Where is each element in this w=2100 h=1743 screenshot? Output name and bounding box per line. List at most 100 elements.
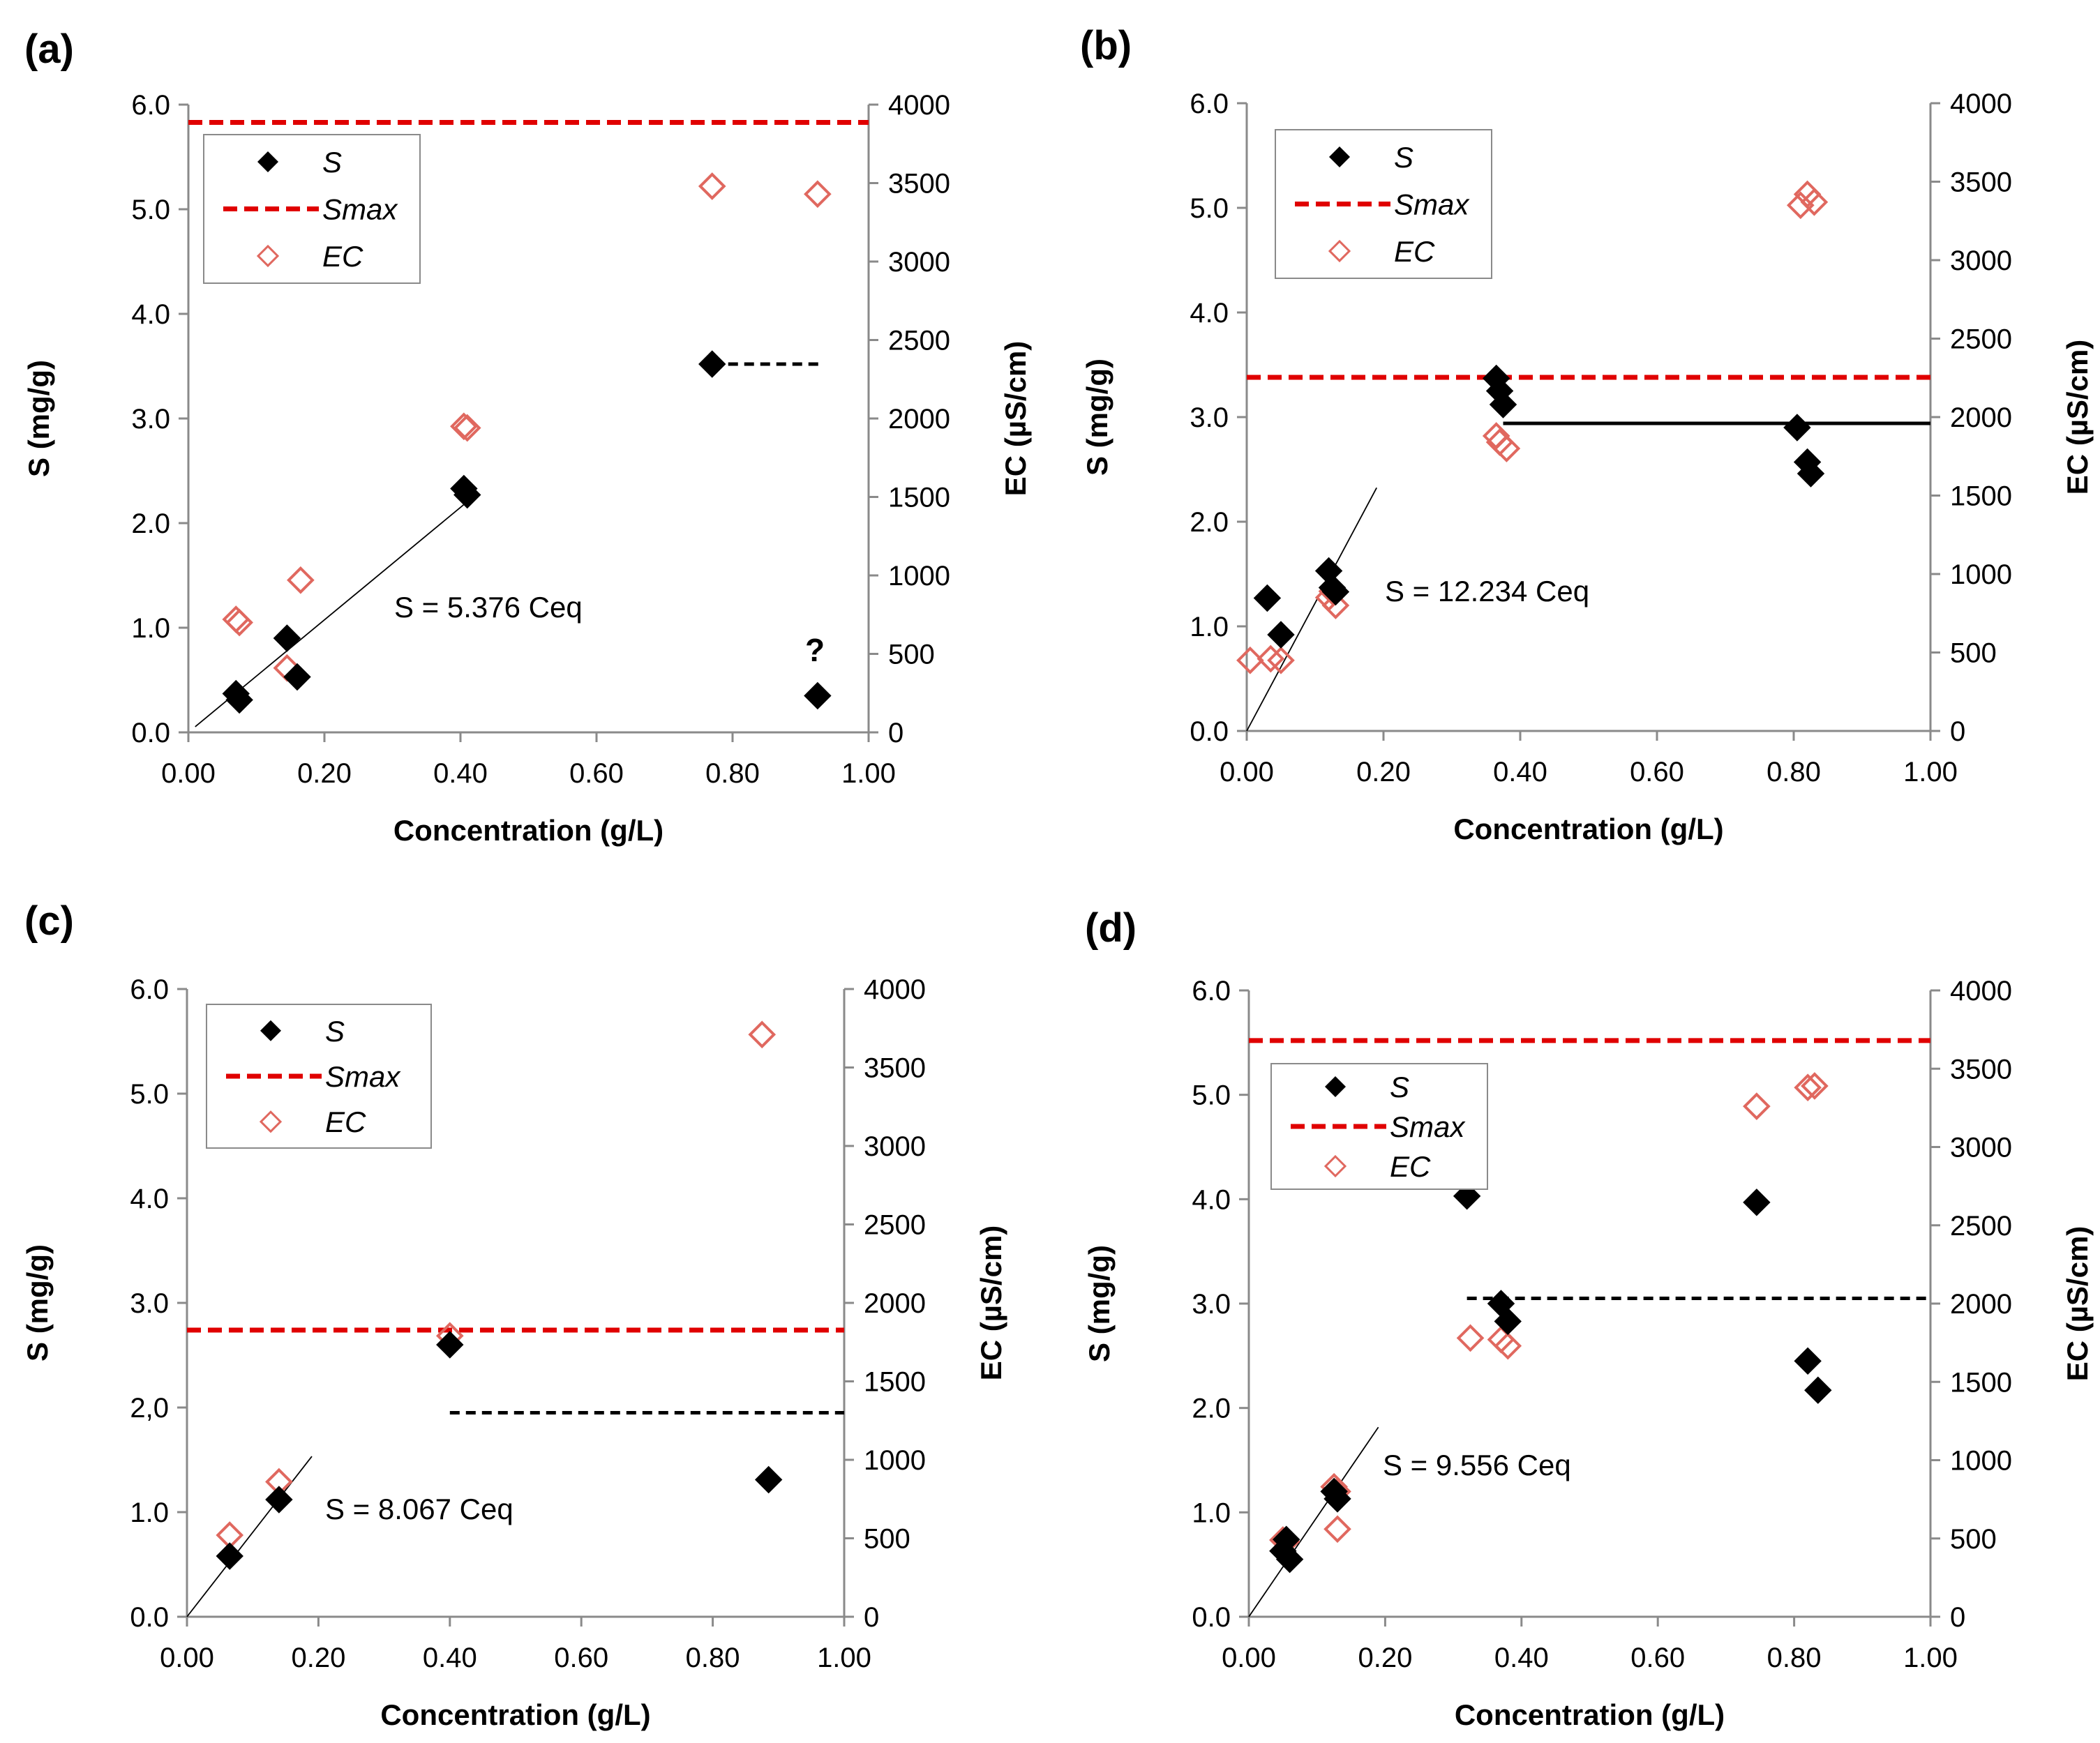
y-axis-title: S (mg/g) bbox=[1083, 1245, 1116, 1362]
x-axis-title: Concentration (g/L) bbox=[393, 814, 663, 847]
y2-tick-label: 1000 bbox=[888, 561, 950, 591]
s-point bbox=[453, 481, 481, 509]
x-tick-label: 0.00 bbox=[1222, 1643, 1276, 1673]
panel-label: (a) bbox=[24, 27, 74, 72]
y2-tick-label: 500 bbox=[864, 1524, 910, 1555]
y-tick-label: 0.0 bbox=[130, 1602, 169, 1633]
legend-smax-label: Smax bbox=[1394, 188, 1470, 221]
panel-d: (d) 0.00 0.20 0.40 0.60 0.80 1.00 0.0 1.0 2.0 3.0 4… bbox=[1083, 905, 2094, 1731]
x-tick-label: 0.40 bbox=[1494, 1643, 1549, 1673]
fit-equation-label: S = 9.556 Ceq bbox=[1383, 1449, 1571, 1481]
x-tick-label: 0.20 bbox=[291, 1643, 345, 1673]
y2-tick-label: 3500 bbox=[888, 169, 950, 199]
y-tick-label: 5.0 bbox=[1192, 1080, 1231, 1111]
s-point bbox=[1253, 584, 1282, 612]
y2-tick-label: 1500 bbox=[888, 483, 950, 513]
panel-label: (c) bbox=[24, 898, 74, 944]
x-tick-label: 0.80 bbox=[1767, 757, 1821, 787]
y2-tick-label: 2500 bbox=[888, 326, 950, 356]
y2-tick-label: 4000 bbox=[888, 90, 950, 121]
y-tick-label: 3.0 bbox=[130, 1288, 169, 1319]
y-tick-label: 1.0 bbox=[131, 613, 170, 644]
legend-ec-marker bbox=[1323, 1154, 1347, 1178]
s-point bbox=[1323, 1485, 1351, 1513]
y-tick-label: 3.0 bbox=[131, 404, 170, 435]
ec-point bbox=[698, 172, 726, 200]
x-tick-label: 0.60 bbox=[1630, 1643, 1685, 1673]
y2-tick-label: 3500 bbox=[1950, 1054, 2012, 1085]
s-point bbox=[1794, 1347, 1822, 1375]
ec-point bbox=[1794, 1073, 1822, 1102]
ec-point bbox=[1323, 1515, 1351, 1544]
y2-tick-label: 1500 bbox=[1950, 481, 2012, 512]
y-tick-label: 5.0 bbox=[130, 1079, 169, 1110]
ec-point bbox=[1494, 1331, 1522, 1360]
ec-point bbox=[804, 180, 832, 209]
y-tick-label: 5.0 bbox=[1190, 193, 1229, 224]
x-tick-label: 0.20 bbox=[1356, 757, 1411, 787]
x-axis-title: Concentration (g/L) bbox=[1455, 1698, 1725, 1731]
ec-point bbox=[1456, 1324, 1485, 1352]
fit-line bbox=[1248, 1426, 1379, 1617]
x-tick-label: 0.20 bbox=[297, 758, 352, 789]
legend-s-label: S bbox=[1390, 1071, 1409, 1103]
y-tick-label: 1.0 bbox=[130, 1497, 169, 1528]
y2-tick-label: 1000 bbox=[1950, 1446, 2012, 1477]
y2-tick-label: 2000 bbox=[1950, 402, 2012, 433]
legend-ec-marker bbox=[256, 244, 280, 268]
ec-point bbox=[1800, 188, 1829, 216]
y-tick-label: 6.0 bbox=[1190, 89, 1229, 119]
y-tick-label: 4.0 bbox=[131, 299, 170, 330]
y-tick-label: 2,0 bbox=[130, 1393, 169, 1424]
y2-tick-label: 2500 bbox=[1950, 324, 2012, 355]
annotation-question-mark: ? bbox=[805, 632, 825, 668]
x-axis-title: Concentration (g/L) bbox=[1453, 813, 1723, 845]
s-point bbox=[1267, 621, 1295, 649]
y-tick-label: 2.0 bbox=[1192, 1394, 1231, 1424]
y2-tick-label: 3000 bbox=[1950, 246, 2012, 276]
fit-line bbox=[1246, 487, 1377, 732]
legend-ec-marker bbox=[1328, 239, 1351, 263]
s-point bbox=[1321, 578, 1350, 606]
ec-point bbox=[1786, 191, 1815, 220]
y-tick-label: 2.0 bbox=[131, 508, 170, 539]
ec-point bbox=[1801, 1072, 1829, 1100]
x-tick-label: 0.60 bbox=[554, 1643, 608, 1673]
legend-ec-label: EC bbox=[1394, 235, 1435, 268]
y2-axis-title: EC (µS/cm) bbox=[2061, 1226, 2094, 1382]
s-point bbox=[1494, 1307, 1522, 1336]
ec-point bbox=[1267, 646, 1295, 674]
x-tick-label: 0.00 bbox=[161, 758, 216, 789]
y2-tick-label: 0 bbox=[888, 718, 903, 748]
s-point bbox=[804, 681, 832, 710]
legend-smax-label: Smax bbox=[322, 193, 398, 226]
ec-point bbox=[453, 414, 481, 442]
y-tick-label: 3.0 bbox=[1190, 402, 1229, 433]
s-point bbox=[1743, 1189, 1771, 1216]
x-tick-label: 1.00 bbox=[841, 758, 896, 789]
s-point bbox=[1783, 414, 1811, 442]
y-tick-label: 4.0 bbox=[130, 1184, 169, 1214]
fit-equation-label: S = 8.067 Ceq bbox=[325, 1493, 513, 1525]
y2-tick-label: 4000 bbox=[1950, 976, 2012, 1006]
y-tick-label: 1.0 bbox=[1192, 1497, 1231, 1528]
legend-s-marker bbox=[1325, 1076, 1346, 1097]
y2-tick-label: 2500 bbox=[864, 1210, 926, 1241]
s-point bbox=[1797, 460, 1825, 488]
y-tick-label: 4.0 bbox=[1192, 1184, 1231, 1215]
s-point bbox=[1489, 391, 1517, 418]
s-point bbox=[698, 350, 726, 378]
legend-ec-marker bbox=[259, 1110, 283, 1133]
s-point bbox=[216, 1542, 243, 1570]
y-tick-label: 0.0 bbox=[1192, 1602, 1231, 1633]
y-tick-label: 3.0 bbox=[1192, 1289, 1231, 1320]
y2-tick-label: 0 bbox=[1950, 716, 1965, 747]
s-point bbox=[436, 1331, 464, 1359]
x-tick-label: 0.40 bbox=[433, 758, 488, 789]
legend-s-marker bbox=[1329, 146, 1350, 168]
y2-axis-title: EC (µS/cm) bbox=[2061, 340, 2094, 495]
s-point bbox=[225, 686, 253, 714]
y2-tick-label: 2000 bbox=[864, 1288, 926, 1319]
y2-tick-label: 2000 bbox=[888, 404, 950, 435]
